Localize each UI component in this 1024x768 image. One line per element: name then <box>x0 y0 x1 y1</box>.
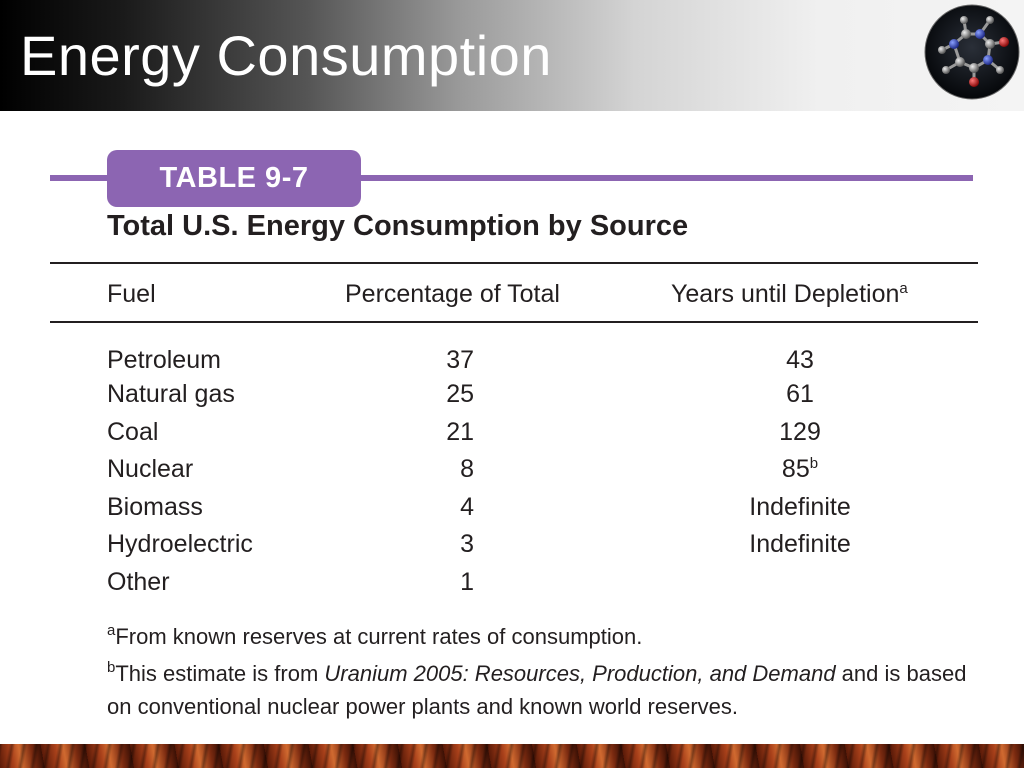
cell-years: 129 <box>700 414 900 450</box>
footnote-marker-b: b <box>809 455 819 472</box>
title-banner: Energy Consumption <box>0 0 1024 111</box>
cell-years: 85b <box>700 451 900 487</box>
table-row: Natural gas 25 61 <box>0 376 1024 412</box>
column-header-years-label: Years until Depletion <box>671 280 900 308</box>
cell-years-value: Indefinite <box>749 493 851 521</box>
table-top-rule <box>50 262 978 264</box>
cell-percentage: 21 <box>446 418 474 446</box>
cell-percentage: 25 <box>446 380 474 408</box>
cell-years: Indefinite <box>700 489 900 525</box>
table-row: Nuclear 8 85b <box>0 451 1024 487</box>
column-header-fuel: Fuel <box>107 280 156 308</box>
footnote-a: aFrom known reserves at current rates of… <box>107 620 642 653</box>
table-caption: Total U.S. Energy Consumption by Source <box>107 210 689 242</box>
cell-fuel: Petroleum <box>107 346 221 374</box>
cell-percentage: 3 <box>460 530 474 558</box>
cell-percentage: 1 <box>460 568 474 596</box>
cell-years-value: 129 <box>779 418 821 446</box>
cell-years: 61 <box>700 376 900 412</box>
footnote-a-marker: a <box>107 622 116 639</box>
cell-years-value: 61 <box>786 380 814 408</box>
cell-years-value: 85 <box>781 455 810 483</box>
table-number-tab: TABLE 9-7 <box>107 150 361 207</box>
column-header-percentage: Percentage of Total <box>345 280 560 308</box>
cell-fuel: Nuclear <box>107 455 194 483</box>
footnote-b-marker: b <box>107 659 116 676</box>
slide-title: Energy Consumption <box>20 24 552 87</box>
footnote-b-text-before: This estimate is from <box>115 661 325 686</box>
table-row: Biomass 4 Indefinite <box>0 489 1024 525</box>
table-number-label: TABLE 9-7 <box>159 162 309 194</box>
wood-footer-strip <box>0 744 1024 768</box>
cell-percentage: 37 <box>446 346 474 374</box>
cell-percentage: 8 <box>460 455 474 483</box>
table-row: Coal 21 129 <box>0 414 1024 450</box>
cell-fuel: Biomass <box>107 493 203 521</box>
cell-fuel: Other <box>107 568 170 596</box>
cell-years-value: 43 <box>786 346 814 374</box>
table-row: Other 1 <box>0 564 1024 600</box>
table-row: Petroleum 37 43 <box>0 342 1024 378</box>
cell-years: 43 <box>700 342 900 378</box>
footnote-b-source-title: Uranium 2005: Resources, Production, and… <box>324 661 836 686</box>
molecule-icon <box>924 4 1020 100</box>
footnote-b: bThis estimate is from Uranium 2005: Res… <box>107 657 967 723</box>
table-header-rule <box>50 175 973 181</box>
cell-years-value: Indefinite <box>749 530 851 558</box>
cell-fuel: Coal <box>107 418 159 446</box>
column-header-years: Years until Depletiona <box>671 280 908 309</box>
cell-years: Indefinite <box>700 526 900 562</box>
footnote-a-text: From known reserves at current rates of … <box>115 624 643 649</box>
footnote-marker-a: a <box>899 280 908 297</box>
footnote-b-text-after: and is based on conventional nuclear pow… <box>107 661 967 719</box>
cell-percentage: 4 <box>460 493 474 521</box>
cell-fuel: Natural gas <box>107 380 235 408</box>
cell-fuel: Hydroelectric <box>107 530 253 558</box>
table-header-bottom-rule <box>50 321 978 323</box>
table-row: Hydroelectric 3 Indefinite <box>0 526 1024 562</box>
